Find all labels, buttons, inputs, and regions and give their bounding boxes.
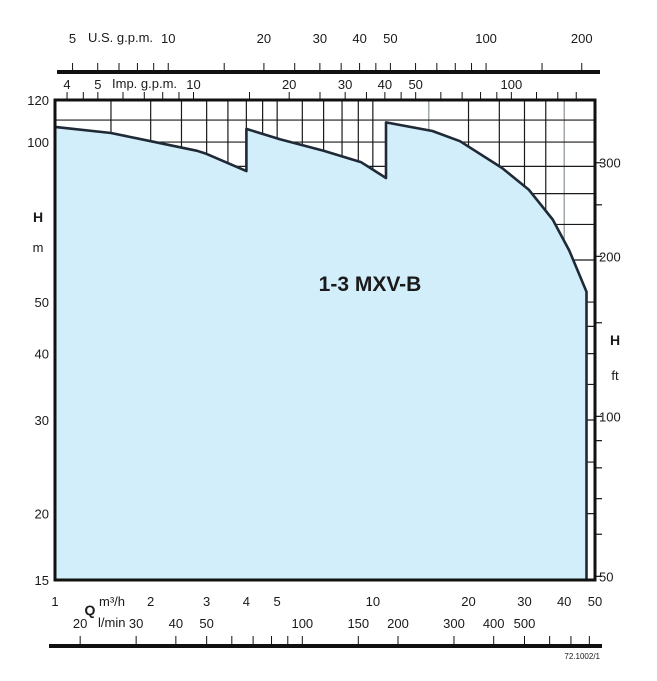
series-area — [55, 122, 587, 581]
imp-gpm-tick-label: 5 — [94, 77, 101, 92]
y-axis-unit: m — [33, 240, 44, 255]
figure-code: 72.1002/1 — [564, 652, 600, 661]
x-tick-label: 10 — [366, 594, 380, 609]
x-tick-label: 50 — [588, 594, 602, 609]
lmin-axis-label: l/min — [98, 615, 125, 630]
us-gpm-tick-label: 20 — [257, 31, 271, 46]
y-tick-label: 100 — [27, 135, 49, 150]
us-gpm-tick-label: 30 — [313, 31, 327, 46]
us-gpm-tick-label: 10 — [161, 31, 175, 46]
us-gpm-tick-label: 5 — [69, 31, 76, 46]
right-axis-tick-label: 50 — [599, 569, 613, 584]
y-tick-label: 40 — [35, 347, 49, 362]
lmin-tick-label: 50 — [199, 616, 213, 631]
lmin-tick-label: 150 — [347, 616, 369, 631]
lmin-tick-label: 200 — [387, 616, 409, 631]
right-axis-tick-label: 100 — [599, 409, 621, 424]
right-axis-tick-label: 300 — [599, 156, 621, 171]
y-tick-label: 15 — [35, 573, 49, 588]
x-tick-label: 40 — [557, 594, 571, 609]
x-tick-label: 4 — [243, 594, 250, 609]
series-curve — [54, 121, 588, 580]
y-tick-label: 50 — [35, 295, 49, 310]
y-axis-label: H — [33, 209, 43, 225]
right-axis-tick-label: 200 — [599, 249, 621, 264]
x-tick-label: 1 — [51, 594, 58, 609]
lmin-tick-label: 500 — [514, 616, 536, 631]
us-gpm-label: U.S. g.p.m. — [88, 30, 153, 45]
x-tick-label: 30 — [517, 594, 531, 609]
imp-gpm-tick-label: 40 — [378, 77, 392, 92]
lmin-tick-label: 40 — [169, 616, 183, 631]
lmin-tick-label: 400 — [483, 616, 505, 631]
right-axis-unit: ft — [611, 368, 619, 383]
imp-gpm-tick-label: 50 — [408, 77, 422, 92]
x-tick-label: 3 — [203, 594, 210, 609]
y-tick-label: 20 — [35, 507, 49, 522]
plot-frame — [53, 98, 597, 582]
series — [54, 121, 588, 581]
y-tick-label: 30 — [35, 413, 49, 428]
lmin-tick-label: 30 — [129, 616, 143, 631]
x-axis-label: Q — [85, 602, 96, 618]
x-axis-unit: m³/h — [99, 594, 125, 609]
us-gpm-tick-label: 100 — [475, 31, 497, 46]
imp-gpm-tick-label: 100 — [501, 77, 523, 92]
x-tick-label: 5 — [274, 594, 281, 609]
lmin-tick-label: 20 — [73, 616, 87, 631]
imp-gpm-tick-label: 20 — [282, 77, 296, 92]
x-tick-label: 20 — [461, 594, 475, 609]
lmin-tick-label: 100 — [291, 616, 313, 631]
us-gpm-tick-label: 200 — [571, 31, 593, 46]
us-gpm-tick-label: 50 — [383, 31, 397, 46]
imp-gpm-label: Imp. g.p.m. — [112, 76, 177, 91]
x-tick-label: 2 — [147, 594, 154, 609]
axes: 120 100 50 40 30 20 151 2 3 4 5 10 20 30 40 50 300 200 100… — [27, 31, 621, 648]
chart-title: 1-3 MXV-B — [319, 273, 422, 296]
imp-gpm-tick-label: 30 — [338, 77, 352, 92]
y-tick-label: 120 — [27, 93, 49, 108]
imp-gpm-tick-label: 4 — [63, 77, 70, 92]
imp-gpm-tick-label: 10 — [186, 77, 200, 92]
right-axis-label: H — [610, 332, 620, 348]
lmin-tick-label: 300 — [443, 616, 465, 631]
us-gpm-tick-label: 40 — [352, 31, 366, 46]
